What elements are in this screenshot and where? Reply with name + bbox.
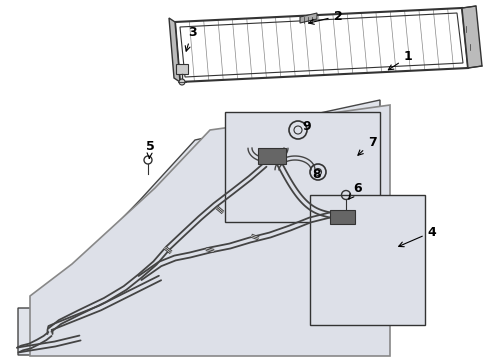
Text: 5: 5	[146, 139, 154, 158]
Text: 9: 9	[302, 120, 311, 133]
Polygon shape	[176, 64, 188, 74]
Polygon shape	[18, 100, 380, 355]
Text: 2: 2	[309, 9, 343, 24]
Text: 7: 7	[358, 135, 376, 155]
Bar	[310, 195, 425, 325]
Polygon shape	[300, 13, 317, 23]
Circle shape	[179, 79, 185, 85]
Bar	[225, 112, 380, 222]
Polygon shape	[462, 6, 482, 68]
Text: 8: 8	[312, 168, 320, 181]
Text: 1: 1	[389, 50, 413, 70]
Bar	[258, 148, 286, 164]
Text: 6: 6	[349, 181, 362, 199]
Bar	[330, 210, 355, 224]
Text: 4: 4	[399, 225, 437, 247]
Polygon shape	[169, 18, 180, 82]
Text: 3: 3	[185, 26, 196, 51]
Polygon shape	[30, 105, 390, 356]
